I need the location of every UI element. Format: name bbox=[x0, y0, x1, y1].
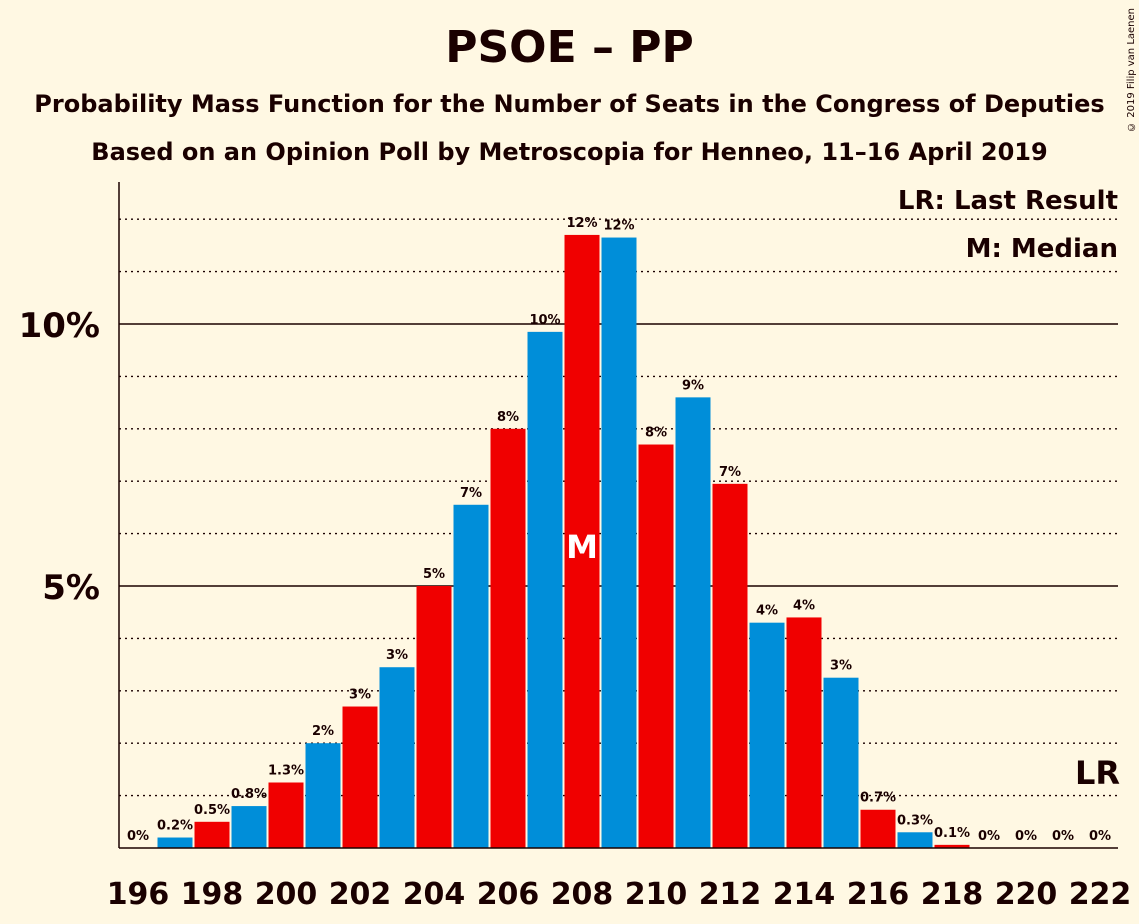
x-tick-196: 196 bbox=[107, 877, 170, 912]
bar-label-214: 4% bbox=[793, 598, 815, 613]
bar-216 bbox=[860, 809, 896, 848]
bar-207 bbox=[527, 331, 563, 848]
x-tick-200: 200 bbox=[255, 877, 318, 912]
bar-label-218: 0.1% bbox=[934, 826, 970, 841]
bar-label-219: 0% bbox=[978, 829, 1000, 844]
y-tick-labels: 5% 10% bbox=[19, 306, 100, 608]
last-result-marker: LR bbox=[1075, 754, 1120, 792]
x-tick-220: 220 bbox=[995, 877, 1058, 912]
x-tick-208: 208 bbox=[551, 877, 614, 912]
bar-198 bbox=[194, 821, 230, 848]
bar-label-207: 10% bbox=[529, 313, 560, 328]
y-tick-10: 10% bbox=[19, 306, 100, 346]
x-tick-212: 212 bbox=[699, 877, 762, 912]
bar-label-206: 8% bbox=[497, 410, 519, 425]
bar-label-198: 0.5% bbox=[194, 803, 230, 818]
bar-label-216: 0.7% bbox=[860, 791, 896, 806]
bar-label-222: 0% bbox=[1089, 829, 1111, 844]
bar-label-197: 0.2% bbox=[157, 819, 193, 834]
x-tick-214: 214 bbox=[773, 877, 836, 912]
bar-218 bbox=[934, 844, 970, 848]
x-tick-216: 216 bbox=[847, 877, 910, 912]
bar-202 bbox=[342, 706, 378, 848]
legend-last-result: LR: Last Result bbox=[898, 186, 1118, 216]
bar-label-213: 4% bbox=[756, 604, 778, 619]
median-marker: M bbox=[566, 528, 598, 566]
x-tick-202: 202 bbox=[329, 877, 392, 912]
bar-label-200: 1.3% bbox=[268, 764, 304, 779]
bar-213 bbox=[749, 622, 785, 848]
axes bbox=[118, 182, 1118, 849]
bar-label-210: 8% bbox=[645, 426, 667, 441]
chart-title: PSOE – PP bbox=[445, 22, 694, 73]
bar-214 bbox=[786, 617, 822, 848]
bar-label-217: 0.3% bbox=[897, 813, 933, 828]
bar-label-221: 0% bbox=[1052, 829, 1074, 844]
x-tick-198: 198 bbox=[181, 877, 244, 912]
chart-subtitle-1: Probability Mass Function for the Number… bbox=[34, 90, 1105, 118]
bar-209 bbox=[601, 237, 637, 849]
x-tick-210: 210 bbox=[625, 877, 688, 912]
bar-label-199: 0.8% bbox=[231, 787, 267, 802]
bar-201 bbox=[305, 743, 341, 848]
markers: M LR bbox=[566, 528, 1120, 792]
bar-label-209: 12% bbox=[603, 219, 634, 234]
bar-label-202: 3% bbox=[349, 688, 371, 703]
bar-label-208: 12% bbox=[566, 216, 597, 231]
x-tick-labels: 196 198 200 202 204 206 208 210 212 214 216 218 220 2… bbox=[107, 877, 1132, 912]
bar-217 bbox=[897, 832, 933, 848]
bars bbox=[157, 234, 970, 849]
bar-205 bbox=[453, 504, 489, 848]
bar-208 bbox=[564, 234, 600, 849]
chart-subtitle-2: Based on an Opinion Poll by Metroscopia … bbox=[91, 138, 1048, 166]
bar-200 bbox=[268, 782, 304, 848]
y-tick-5: 5% bbox=[42, 568, 100, 608]
bar-212 bbox=[712, 483, 748, 848]
x-tick-206: 206 bbox=[477, 877, 540, 912]
x-tick-218: 218 bbox=[921, 877, 984, 912]
bar-label-215: 3% bbox=[830, 659, 852, 674]
bar-203 bbox=[379, 667, 415, 848]
bar-label-196: 0% bbox=[127, 829, 149, 844]
bar-199 bbox=[231, 806, 267, 848]
bar-204 bbox=[416, 586, 452, 848]
x-tick-204: 204 bbox=[403, 877, 466, 912]
bar-206 bbox=[490, 428, 526, 848]
bar-label-201: 2% bbox=[312, 724, 334, 739]
bar-value-labels: 0% 0.2%0.5%0.8%1.3% 2% 3% 3% 5% 7% 8% 10% 12% 12% 8… bbox=[127, 216, 1111, 844]
bar-211 bbox=[675, 397, 711, 848]
bar-label-203: 3% bbox=[386, 648, 408, 663]
bar-197 bbox=[157, 837, 193, 848]
bar-label-212: 7% bbox=[719, 465, 741, 480]
bar-210 bbox=[638, 444, 674, 848]
legend-median: M: Median bbox=[966, 234, 1118, 264]
bar-215 bbox=[823, 677, 859, 848]
bar-label-211: 9% bbox=[682, 378, 704, 393]
x-tick-222: 222 bbox=[1069, 877, 1132, 912]
bar-label-220: 0% bbox=[1015, 829, 1037, 844]
bar-label-204: 5% bbox=[423, 567, 445, 582]
bar-label-205: 7% bbox=[460, 486, 482, 501]
